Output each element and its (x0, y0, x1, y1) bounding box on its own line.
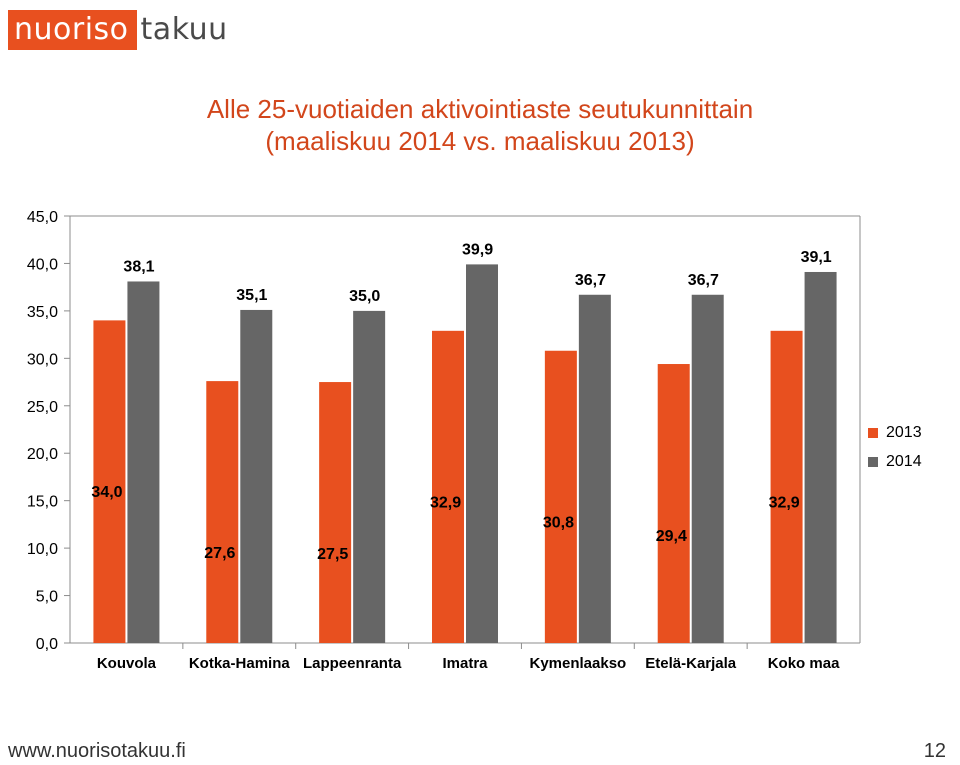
y-tick-label: 45,0 (27, 209, 58, 226)
x-tick-label: Etelä-Karjala (645, 655, 737, 672)
legend-item-2014: 2014 (868, 447, 922, 476)
legend-swatch-2013 (868, 427, 878, 438)
chart-title-line1: Alle 25-vuotiaiden aktivointiaste seutuk… (206, 94, 754, 124)
data-label-2013: 27,6 (204, 545, 235, 562)
y-tick-label: 20,0 (27, 446, 58, 463)
data-label-2013: 29,4 (656, 528, 687, 545)
bar-2013 (544, 350, 577, 643)
bar-2013 (319, 382, 352, 643)
bar-2013 (206, 381, 239, 643)
bar-2014 (578, 294, 611, 643)
footer-url[interactable]: www.nuorisotakuu.fi (8, 740, 186, 762)
x-tick-label: Kymenlaakso (529, 655, 626, 672)
data-label-2013: 32,9 (769, 495, 800, 512)
logo-part-nuoriso: nuoriso (8, 10, 137, 50)
x-tick-label: Lappeenranta (303, 655, 402, 672)
bar-2014 (691, 294, 724, 643)
y-tick-label: 35,0 (27, 304, 58, 321)
data-label-2014: 35,1 (236, 287, 267, 304)
x-tick-label: Kotka-Hamina (189, 655, 291, 672)
y-tick-label: 30,0 (27, 351, 58, 368)
y-tick-label: 0,0 (36, 636, 58, 653)
page-number: 12 (923, 740, 946, 762)
logo-part-takuu: takuu (140, 12, 228, 47)
bar-2013 (432, 330, 464, 643)
legend-label-2014: 2014 (886, 452, 922, 470)
bar-2013 (93, 320, 126, 643)
bar-2014 (804, 271, 837, 643)
data-label-2013: 27,5 (317, 546, 348, 563)
chart-title-line2: (maaliskuu 2014 vs. maaliskuu 2013) (265, 126, 695, 156)
data-label-2013: 30,8 (543, 515, 574, 532)
y-tick-label: 25,0 (27, 399, 58, 416)
chart-legend: 2013 2014 (868, 418, 922, 476)
bar-2014 (466, 264, 498, 643)
bar-2014 (353, 310, 386, 643)
legend-swatch-2014 (868, 456, 878, 467)
legend-item-2013: 2013 (868, 418, 922, 447)
x-tick-label: Imatra (442, 655, 488, 672)
y-tick-label: 10,0 (27, 541, 58, 558)
bar-2013 (657, 364, 690, 643)
y-tick-label: 40,0 (27, 256, 58, 273)
data-label-2014: 36,7 (575, 272, 606, 289)
bar-2013 (770, 330, 803, 643)
x-tick-label: Kouvola (97, 655, 157, 672)
data-label-2014: 39,1 (801, 249, 832, 266)
y-tick-label: 15,0 (27, 494, 58, 511)
nuorisotakuu-logo: nuoriso takuu (8, 10, 228, 50)
data-label-2013: 34,0 (91, 484, 122, 501)
x-tick-label: Koko maa (768, 655, 840, 672)
legend-label-2013: 2013 (886, 423, 922, 441)
bar-2014 (127, 281, 160, 643)
data-label-2013: 32,9 (430, 495, 461, 512)
data-label-2014: 36,7 (688, 272, 719, 289)
bar-2014 (240, 309, 273, 643)
data-label-2014: 39,9 (462, 241, 493, 258)
data-label-2014: 35,0 (349, 288, 380, 305)
data-label-2014: 38,1 (123, 258, 154, 275)
y-tick-label: 5,0 (36, 589, 58, 606)
